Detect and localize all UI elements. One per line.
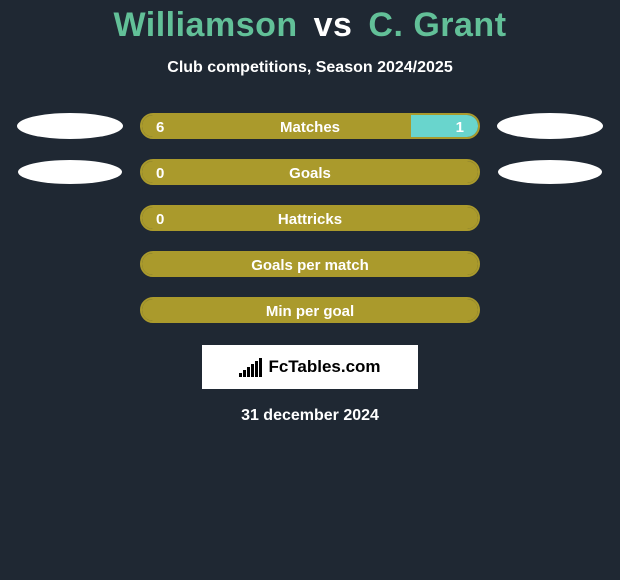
stat-row-mpg: Min per goal	[0, 297, 620, 323]
player2-icon	[498, 160, 602, 184]
stat-row-goals: 0Goals	[0, 159, 620, 185]
stat-label: Goals	[142, 161, 478, 185]
stat-bar-matches: 61Matches	[140, 113, 480, 139]
player1-icon	[17, 113, 123, 139]
stat-side-left	[0, 113, 140, 139]
subtitle: Club competitions, Season 2024/2025	[167, 59, 452, 77]
stat-label: Matches	[142, 115, 478, 139]
logo-text: FcTables.com	[268, 357, 380, 377]
chart-icon-bar	[255, 361, 258, 377]
stat-row-gpm: Goals per match	[0, 251, 620, 277]
stat-bar-gpm: Goals per match	[140, 251, 480, 277]
chart-icon-bar	[243, 370, 246, 377]
stat-label: Min per goal	[142, 299, 478, 323]
date-label: 31 december 2024	[241, 407, 379, 425]
stat-label: Goals per match	[142, 253, 478, 277]
stats-rows: 61Matches 0Goals 0Hattricks Goals per match…	[0, 113, 620, 323]
stat-row-matches: 61Matches	[0, 113, 620, 139]
chart-icon-bar	[259, 358, 262, 377]
chart-icon-bar	[239, 373, 242, 377]
page-title: Williamson vs C. Grant	[113, 6, 506, 45]
comparison-container: Williamson vs C. Grant Club competitions…	[0, 0, 620, 580]
stat-bar-mpg: Min per goal	[140, 297, 480, 323]
player1-icon	[18, 160, 122, 184]
chart-icon-bar	[251, 364, 254, 377]
chart-icon	[239, 358, 262, 377]
title-player1: Williamson	[113, 6, 297, 44]
stat-row-hattricks: 0Hattricks	[0, 205, 620, 231]
stat-side-right	[480, 113, 620, 139]
stat-label: Hattricks	[142, 207, 478, 231]
stat-side-left	[0, 160, 140, 184]
stat-side-right	[480, 160, 620, 184]
chart-icon-bar	[247, 367, 250, 377]
title-player2: C. Grant	[368, 6, 506, 44]
stat-bar-hattricks: 0Hattricks	[140, 205, 480, 231]
player2-icon	[497, 113, 603, 139]
logo-box: FcTables.com	[202, 345, 418, 389]
stat-bar-goals: 0Goals	[140, 159, 480, 185]
title-vs: vs	[314, 6, 353, 44]
